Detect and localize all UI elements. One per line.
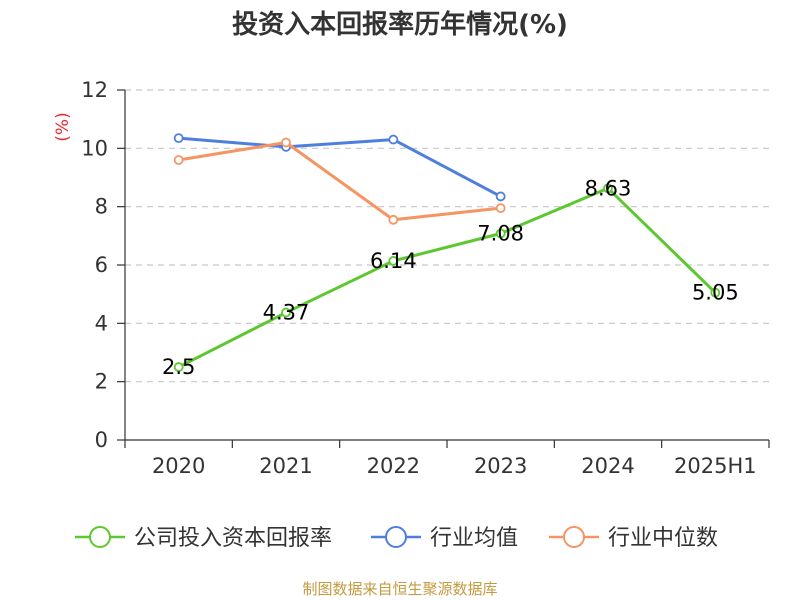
series-line bbox=[177, 136, 503, 198]
legend-label: 行业中位数 bbox=[608, 526, 718, 551]
legend-item[interactable]: 行业均值 bbox=[371, 526, 518, 551]
series-line bbox=[177, 186, 717, 369]
legend-item[interactable]: 行业中位数 bbox=[549, 526, 718, 551]
y-tick-label: 0 bbox=[95, 428, 108, 452]
data-point[interactable] bbox=[495, 191, 506, 202]
data-label: 5.05 bbox=[692, 281, 739, 305]
source-note: 制图数据来自恒生聚源数据库 bbox=[302, 580, 497, 598]
legend-circle-marker bbox=[563, 526, 585, 548]
axis-layer: 0 2 4 6 8 10 12 2020 2021 2022 2023 2024 2025H1 bbox=[81, 78, 770, 478]
legend: 公司投入资本回报率 行业均值 行业中位数 bbox=[75, 526, 718, 551]
data-label: 6.14 bbox=[370, 249, 417, 273]
x-tick-label: 2025H1 bbox=[674, 454, 757, 478]
y-tick-label: 4 bbox=[95, 311, 108, 335]
legend-label: 公司投入资本回报率 bbox=[134, 526, 332, 551]
data-point[interactable] bbox=[710, 287, 721, 298]
data-label: 7.08 bbox=[477, 222, 524, 246]
legend-label: 行业均值 bbox=[430, 526, 518, 551]
data-point[interactable] bbox=[495, 203, 506, 214]
y-tick-label: 10 bbox=[81, 136, 108, 160]
x-tick-label: 2020 bbox=[152, 454, 205, 478]
data-point[interactable] bbox=[495, 228, 506, 239]
y-tick-label: 2 bbox=[95, 370, 108, 394]
data-point[interactable] bbox=[388, 214, 399, 225]
chart-title: 投资入本回报率历年情况(%) bbox=[232, 9, 568, 40]
y-axis-label: (%) bbox=[53, 112, 73, 141]
y-tick-label: 8 bbox=[95, 195, 108, 219]
data-point[interactable] bbox=[603, 183, 613, 194]
legend-circle-marker bbox=[89, 526, 111, 548]
x-tick-label: 2022 bbox=[367, 454, 420, 478]
x-tick-label: 2024 bbox=[581, 454, 634, 478]
data-point[interactable] bbox=[173, 155, 184, 165]
data-point[interactable] bbox=[388, 256, 399, 266]
data-point[interactable] bbox=[173, 133, 184, 144]
data-point[interactable] bbox=[173, 362, 184, 372]
data-label-layer: 2.5 4.37 6.14 7.08 8.63 5.05 bbox=[162, 176, 739, 379]
data-point[interactable] bbox=[388, 134, 399, 145]
series-line bbox=[177, 141, 503, 222]
data-point[interactable] bbox=[281, 307, 291, 318]
legend-circle-marker bbox=[385, 526, 407, 548]
legend-item[interactable]: 公司投入资本回报率 bbox=[75, 526, 332, 551]
series-1 bbox=[173, 133, 506, 202]
data-label: 8.63 bbox=[585, 176, 632, 200]
data-label: 2.5 bbox=[162, 355, 195, 379]
y-tick-label: 6 bbox=[95, 253, 108, 277]
series-2 bbox=[173, 137, 506, 225]
series-layer bbox=[173, 133, 721, 372]
y-tick-label: 12 bbox=[81, 78, 108, 102]
x-tick-label: 2023 bbox=[474, 454, 527, 478]
grid-layer bbox=[125, 89, 769, 383]
data-label: 4.37 bbox=[263, 301, 310, 325]
x-tick-label: 2021 bbox=[259, 454, 312, 478]
data-point[interactable] bbox=[281, 137, 291, 148]
series-0 bbox=[173, 183, 721, 372]
